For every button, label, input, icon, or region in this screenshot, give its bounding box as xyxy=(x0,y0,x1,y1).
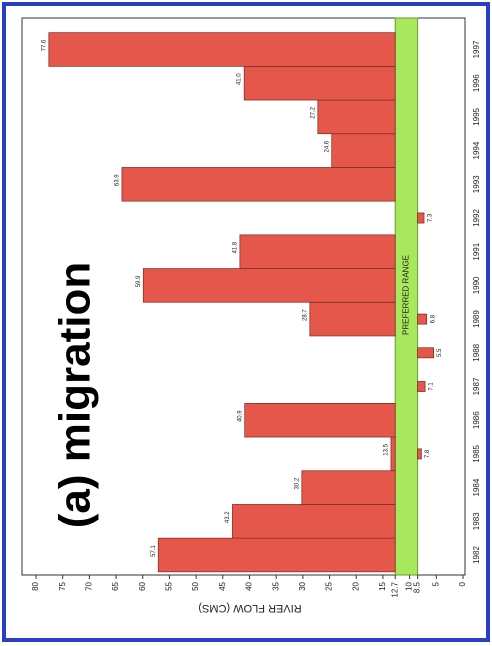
x-tick-label: 1982 xyxy=(472,546,481,564)
y-tick-label: 20 xyxy=(351,581,360,590)
bar xyxy=(121,167,396,202)
value-label: 40.9 xyxy=(237,410,243,422)
x-tick-label: 1990 xyxy=(472,276,481,294)
y-tick-label: 25 xyxy=(325,581,334,590)
y-tick-label: 35 xyxy=(271,581,280,590)
low-bar xyxy=(417,381,426,392)
value-label: 59.9 xyxy=(136,275,142,287)
y-tick-label: 60 xyxy=(138,581,147,590)
y-tick-label: 70 xyxy=(84,581,93,590)
x-tick-label: 1986 xyxy=(472,411,481,429)
x-tick-label: 1992 xyxy=(472,209,481,227)
low-bar xyxy=(417,313,428,325)
y-tick-label: 12.7 xyxy=(390,581,399,597)
value-label: 7.8 xyxy=(425,449,431,458)
y-tick-label: 8.5 xyxy=(413,581,422,593)
bar xyxy=(232,504,396,539)
value-label: 6.8 xyxy=(430,314,436,323)
y-tick-label: 0 xyxy=(458,581,467,586)
plot-frame xyxy=(21,17,466,576)
value-label: 43.2 xyxy=(225,511,231,523)
range-label: PREFERRED RANGE xyxy=(402,255,411,335)
chart-title: (a) migration xyxy=(51,262,100,528)
x-tick-label: 1991 xyxy=(472,242,481,260)
bar xyxy=(48,32,396,67)
value-label: 27.2 xyxy=(310,106,316,118)
value-label: 63.9 xyxy=(115,174,121,186)
value-label: 30.2 xyxy=(294,477,300,489)
value-label: 41.8 xyxy=(232,241,238,253)
value-label: 7.3 xyxy=(428,213,434,222)
y-tick-label: 10 xyxy=(405,581,414,590)
low-bar xyxy=(417,347,434,359)
value-label: 41.0 xyxy=(237,73,243,85)
y-tick-label: 5 xyxy=(431,581,440,586)
x-tick-label: 1989 xyxy=(472,310,481,328)
value-label: 13.5 xyxy=(384,443,390,455)
y-tick-label: 65 xyxy=(111,581,120,590)
y-tick-label: 30 xyxy=(298,581,307,590)
value-label: 28.7 xyxy=(302,309,308,321)
low-bar xyxy=(417,448,422,460)
bar xyxy=(317,99,396,135)
x-tick-label: 1993 xyxy=(472,175,481,193)
x-tick-label: 1994 xyxy=(472,141,481,159)
x-tick-label: 1997 xyxy=(472,40,481,58)
bar xyxy=(244,403,396,438)
x-tick-label: 1985 xyxy=(472,444,481,462)
bar xyxy=(243,65,396,101)
x-tick-label: 1988 xyxy=(472,343,481,361)
bar xyxy=(301,470,396,505)
x-tick-label: 1996 xyxy=(472,74,481,92)
low-bar xyxy=(417,212,425,224)
x-tick-label: 1984 xyxy=(472,478,481,496)
y-tick-label: 55 xyxy=(165,581,174,590)
x-tick-label: 1995 xyxy=(472,107,481,125)
value-label: 24.6 xyxy=(324,140,330,152)
value-label: 7.1 xyxy=(429,382,435,391)
value-label: 5.5 xyxy=(437,348,443,357)
bar xyxy=(239,234,396,269)
bar xyxy=(157,537,396,573)
bar xyxy=(309,301,396,337)
value-label: 57.1 xyxy=(151,545,157,557)
y-tick-label: 80 xyxy=(31,581,40,590)
y-tick-label: 75 xyxy=(58,581,67,590)
axis-label: RIVER FLOW (CMS) xyxy=(198,602,301,614)
y-tick-label: 45 xyxy=(218,581,227,590)
x-tick-label: 1987 xyxy=(472,377,481,395)
x-tick-label: 1983 xyxy=(472,512,481,530)
bar xyxy=(142,268,396,303)
bar xyxy=(390,436,396,472)
y-tick-label: 15 xyxy=(378,581,387,590)
value-label: 77.6 xyxy=(41,39,47,51)
bar xyxy=(331,133,396,168)
y-tick-label: 50 xyxy=(191,581,200,590)
y-tick-label: 40 xyxy=(245,581,254,590)
